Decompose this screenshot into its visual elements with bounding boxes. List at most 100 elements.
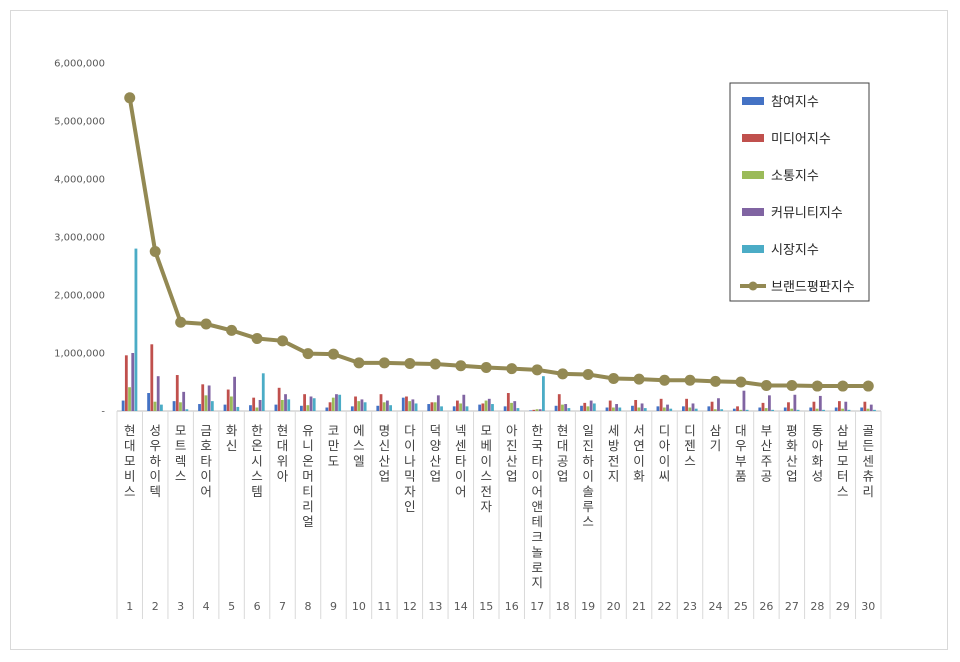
line-point (226, 324, 238, 336)
rank-label: 27 (785, 600, 799, 613)
bar (153, 401, 157, 411)
rank-label: 10 (352, 600, 366, 613)
legend-swatch (742, 134, 764, 142)
bar (707, 406, 711, 411)
bar-series-group (121, 248, 876, 411)
rank-label: 23 (683, 600, 697, 613)
bar (478, 404, 482, 411)
bar (223, 404, 227, 411)
bar (643, 408, 647, 411)
bar (768, 395, 771, 411)
bar (841, 408, 844, 411)
line-point (659, 374, 671, 386)
bar (592, 403, 596, 411)
bar (717, 398, 720, 411)
bar (255, 407, 259, 411)
bar (557, 394, 561, 411)
bar (567, 408, 571, 411)
bar (427, 404, 431, 411)
bar (736, 406, 739, 411)
bar (452, 406, 456, 411)
bar (710, 401, 714, 411)
bar (812, 401, 816, 411)
bar (175, 375, 179, 411)
bar (516, 408, 520, 411)
bar (121, 400, 125, 411)
bar (172, 401, 176, 411)
bar (640, 403, 644, 411)
rank-label: 3 (177, 600, 184, 613)
rank-label: 29 (836, 600, 850, 613)
rank-label: 19 (581, 600, 595, 613)
line-point (608, 373, 620, 385)
line-point (633, 373, 645, 385)
bar (637, 407, 641, 411)
bar (150, 344, 154, 411)
rank-label: 7 (279, 600, 286, 613)
legend-swatch-marker (748, 281, 758, 291)
bar (331, 397, 335, 411)
bar (258, 399, 262, 411)
rank-label: 17 (530, 600, 544, 613)
line-point (404, 357, 416, 369)
bar (185, 409, 189, 411)
line-point (480, 362, 492, 373)
rank-label: 24 (708, 600, 722, 613)
bar (834, 407, 838, 411)
rank-label: 11 (377, 600, 391, 613)
bar (844, 401, 848, 411)
line-series-group (124, 92, 874, 392)
bar (261, 373, 265, 411)
bar (147, 393, 150, 411)
bar (662, 407, 666, 411)
line-point (175, 316, 187, 328)
line-point (709, 375, 721, 387)
y-tick-label: 1,000,000 (54, 349, 105, 360)
bar (405, 396, 408, 411)
bar (732, 408, 736, 411)
y-tick-label: 4,000,000 (54, 175, 105, 186)
bar (860, 407, 864, 411)
bar (694, 408, 698, 411)
bar (277, 387, 281, 411)
rank-label: 14 (454, 600, 468, 613)
bar (350, 406, 354, 411)
bar (207, 385, 211, 411)
bar (745, 409, 749, 411)
bar (182, 391, 186, 411)
bar (354, 396, 357, 411)
rank-label: 12 (403, 600, 417, 613)
legend-label: 참여지수 (771, 95, 819, 110)
bar (688, 407, 692, 411)
bar (335, 394, 338, 411)
bar (529, 410, 532, 411)
bar (328, 402, 332, 411)
bar (280, 399, 284, 411)
bar (666, 404, 669, 411)
bar (761, 402, 765, 411)
bar (564, 404, 568, 411)
bar (793, 394, 797, 411)
bar (128, 387, 131, 411)
bar (201, 384, 205, 411)
bar (386, 400, 389, 411)
line-point (862, 380, 874, 392)
bar (303, 394, 306, 411)
bar (379, 394, 383, 411)
bar (236, 406, 240, 411)
line-point (811, 380, 823, 392)
bar (818, 395, 822, 411)
chart-frame: - 1,000,000 2,000,000 3,000,000 4,000,000 5,0… (10, 10, 948, 650)
legend-swatch (742, 97, 764, 105)
